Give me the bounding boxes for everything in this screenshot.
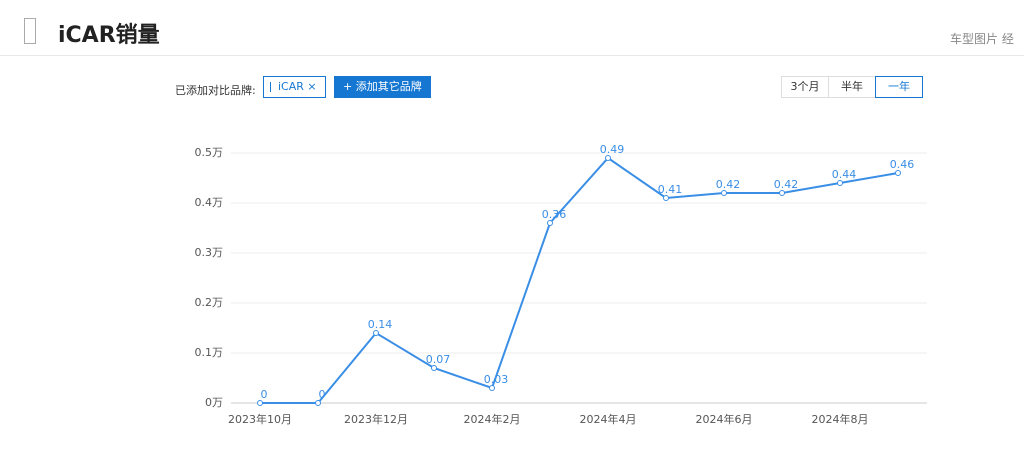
data-label: 0 — [261, 388, 268, 401]
y-tick-label: 0.1万 — [195, 346, 224, 359]
data-label: 0.41 — [658, 183, 683, 196]
point — [373, 330, 379, 336]
range-tabs: 3个月 半年 一年 — [781, 76, 923, 98]
x-tick-label: 2024年8月 — [812, 412, 869, 426]
x-tick-label: 2024年4月 — [580, 412, 637, 426]
y-tick-label: 0.2万 — [195, 296, 224, 309]
data-label: 0.42 — [774, 178, 799, 191]
point — [721, 190, 727, 196]
data-label: 0.07 — [426, 353, 451, 366]
point — [663, 195, 669, 201]
x-tick-label: 2024年2月 — [464, 412, 521, 426]
data-label: 0.36 — [542, 208, 567, 221]
brand-name: iCAR — [278, 80, 304, 93]
data-label: 0.42 — [716, 178, 741, 191]
point — [315, 400, 321, 406]
data-label: 0.03 — [484, 373, 509, 386]
data-label: 0.44 — [832, 168, 857, 181]
data-label: 0.14 — [368, 318, 393, 331]
x-tick-label: 2023年10月 — [228, 412, 292, 426]
header: iCAR销量 车型图片 经 — [0, 0, 1024, 56]
point — [779, 190, 785, 196]
x-tick-label: 2024年6月 — [696, 412, 753, 426]
y-tick-label: 0.4万 — [195, 196, 224, 209]
point — [895, 170, 901, 176]
nav-link[interactable]: 车型图片 经 — [950, 32, 1014, 46]
brand-tag[interactable]: iCAR × — [263, 76, 326, 98]
point — [489, 385, 495, 391]
add-brand-button[interactable]: + 添加其它品牌 — [334, 76, 431, 98]
logo — [24, 18, 36, 44]
page-title: iCAR销量 — [58, 23, 160, 48]
y-tick-label: 0.3万 — [195, 246, 224, 259]
data-label: 0.46 — [890, 158, 915, 171]
y-tick-label: 0.5万 — [195, 146, 224, 159]
point — [431, 365, 437, 371]
point — [605, 155, 611, 161]
x-tick-label: 2023年12月 — [344, 412, 408, 426]
compare-label: 已添加对比品牌: — [175, 84, 256, 97]
data-label: 0 — [319, 388, 326, 401]
y-tick-label: 0万 — [205, 396, 223, 409]
point — [837, 180, 843, 186]
remove-button[interactable]: × — [307, 80, 317, 93]
point — [257, 400, 263, 406]
range-tab[interactable]: 一年 — [875, 76, 923, 98]
line — [260, 156, 899, 404]
data-label: 0.49 — [600, 143, 625, 156]
point — [547, 220, 553, 226]
